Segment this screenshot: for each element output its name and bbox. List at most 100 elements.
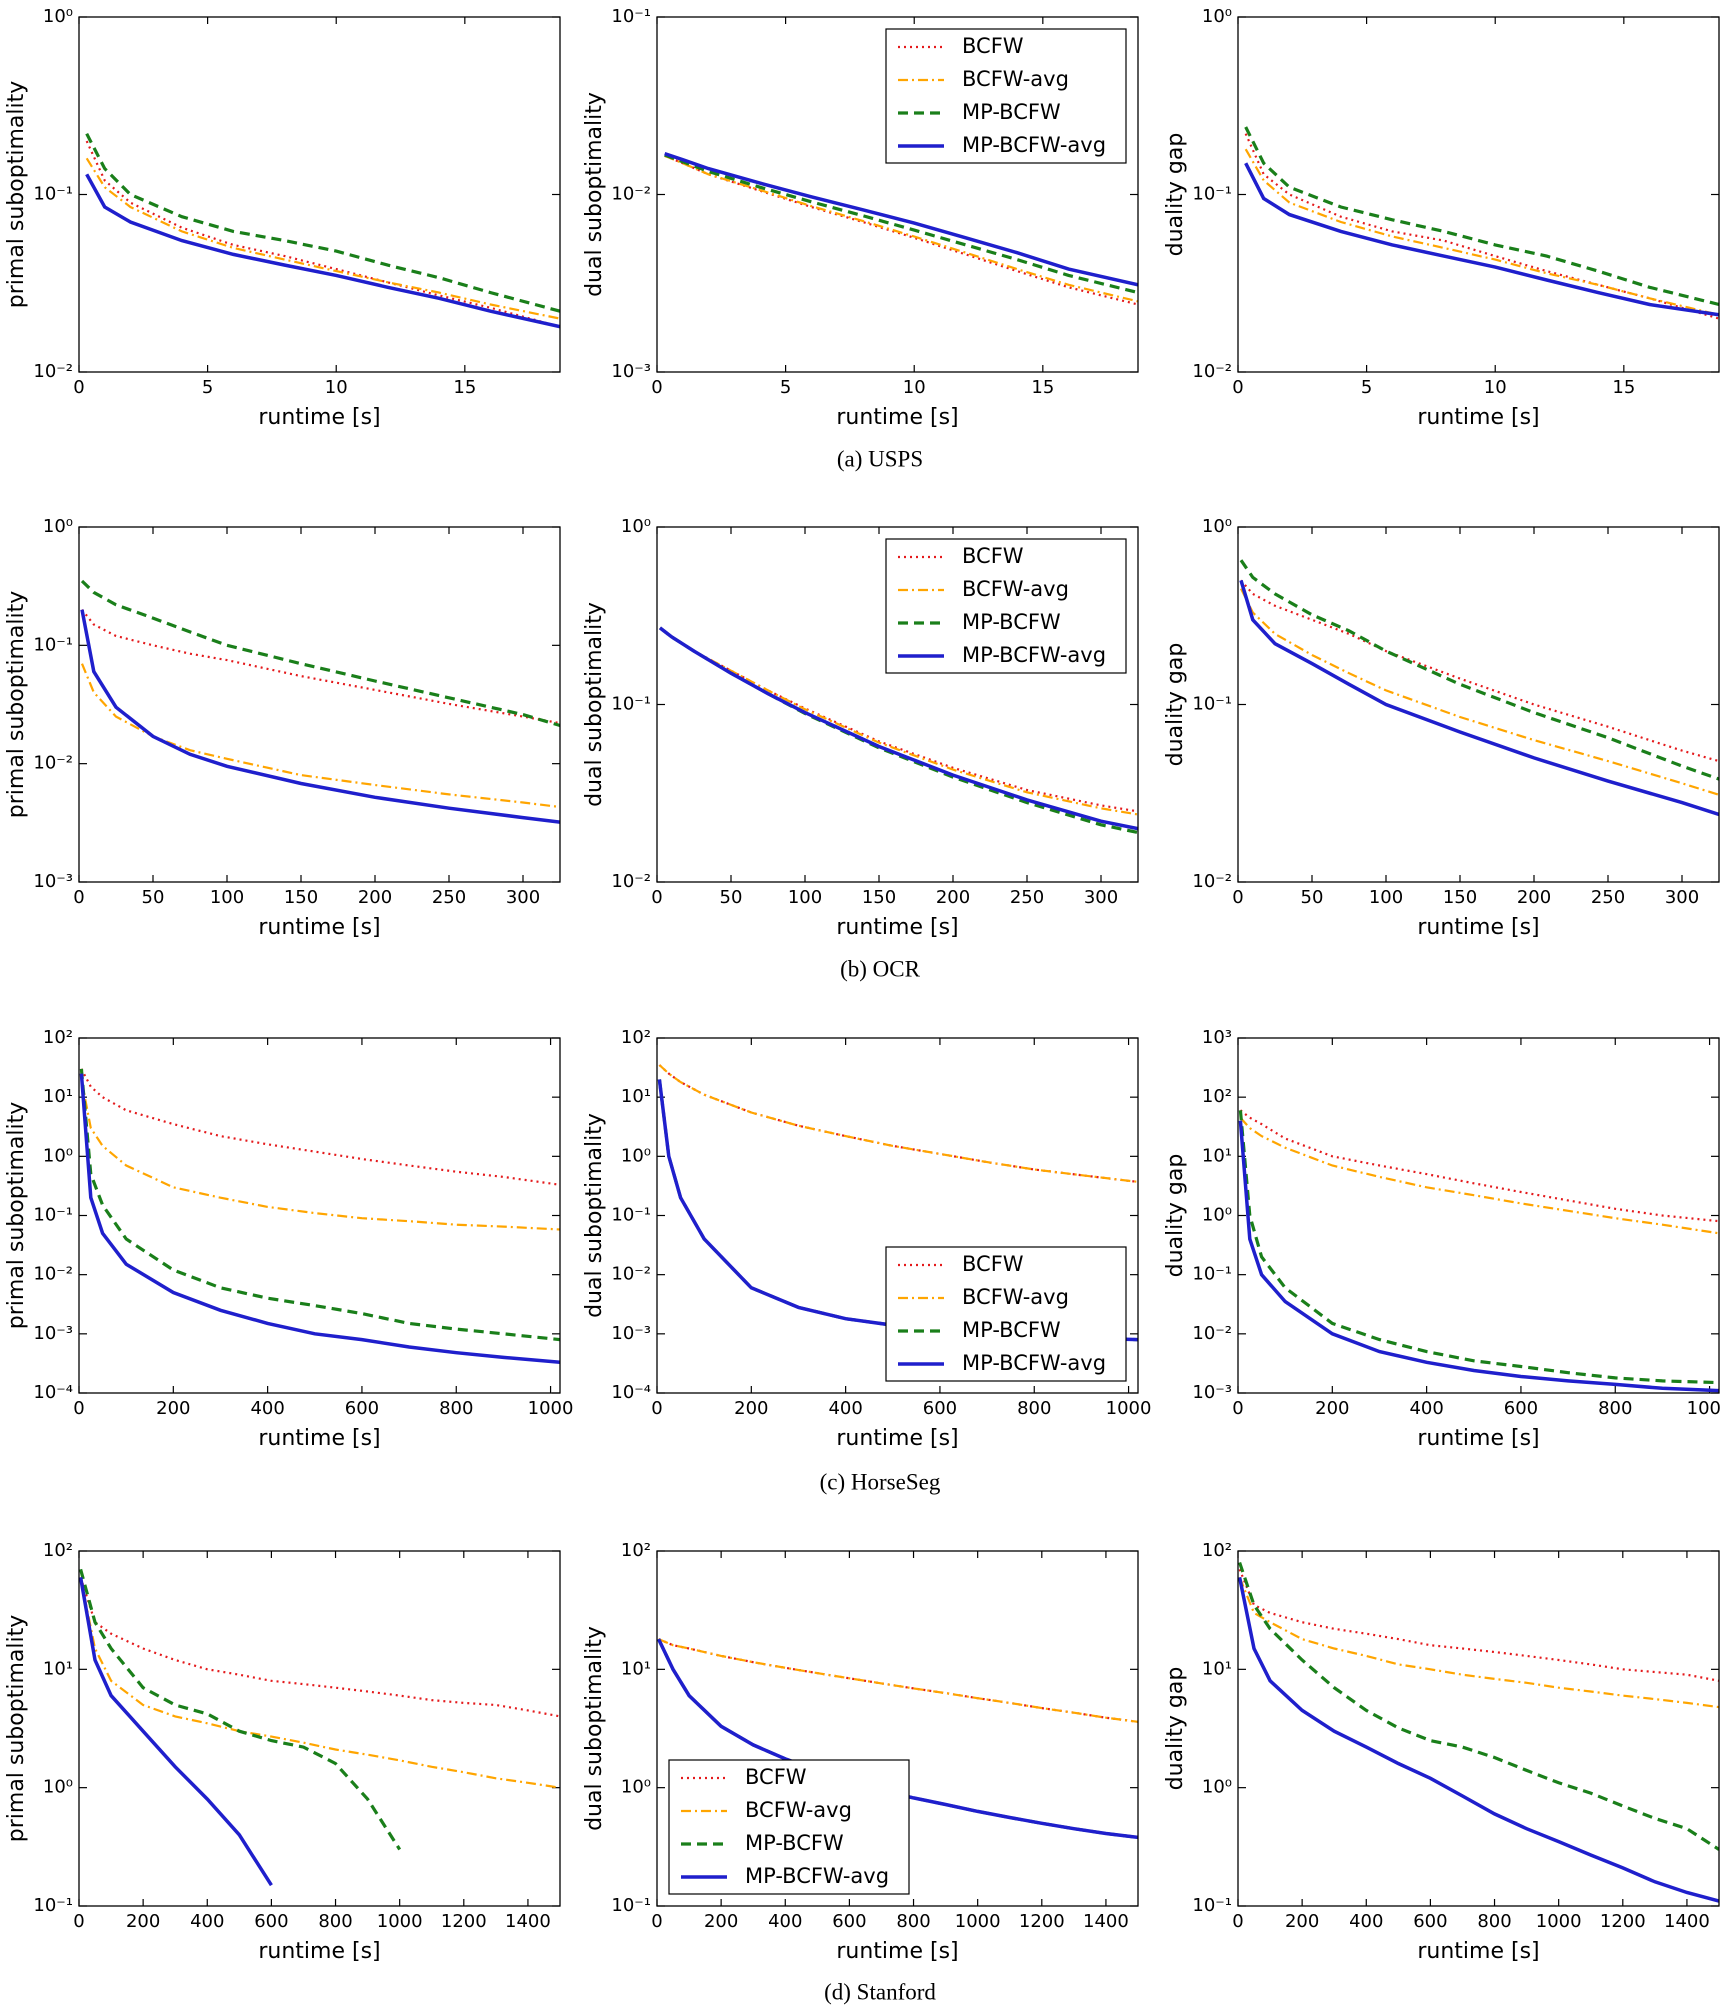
- legend-label: BCFW: [962, 1252, 1024, 1276]
- x-tick-label: 15: [453, 377, 476, 398]
- x-tick-label: 100: [788, 887, 822, 908]
- y-tick-label: 10⁻¹: [1192, 1895, 1232, 1916]
- x-axis-label: runtime [s]: [258, 1426, 380, 1451]
- y-tick-label: 10⁻²: [1192, 1323, 1232, 1344]
- x-tick-label: 200: [936, 887, 970, 908]
- y-tick-label: 10⁰: [621, 1777, 651, 1798]
- subplot: 0 50 100 150 200 250 300 10⁻² 10⁻¹ 10⁰ runtime [s]…: [582, 516, 1139, 940]
- series-line: [1244, 148, 1719, 316]
- y-axis-label: duality gap: [1163, 1667, 1188, 1791]
- subplot: 0 200 400 600 800 1000 10⁻³ 10⁻² 10⁻¹ 10⁰ 10¹ 10² 10…: [1163, 1027, 1721, 1451]
- x-tick-label: 50: [720, 887, 743, 908]
- plot-frame: [1237, 1550, 1720, 1907]
- y-tick-label: 10³: [1202, 1027, 1232, 1048]
- series-line: [1238, 1576, 1719, 1709]
- x-tick-label: 600: [832, 1911, 866, 1932]
- caption: (c) HorseSeg: [820, 1469, 941, 1494]
- y-tick-label: 10⁻²: [1192, 361, 1232, 382]
- series-line: [80, 1068, 560, 1186]
- y-tick-label: 10²: [43, 1027, 73, 1048]
- y-tick-label: 10⁰: [621, 1145, 651, 1166]
- x-tick-label: 200: [156, 1398, 190, 1419]
- x-tick-label: 150: [862, 887, 896, 908]
- y-axis-label: primal suboptimality: [4, 1615, 29, 1842]
- y-tick-label: 10⁻¹: [611, 1205, 651, 1226]
- x-tick-label: 0: [1232, 377, 1243, 398]
- y-axis-label: dual suboptimality: [582, 602, 607, 807]
- plot-frame: [78, 16, 561, 373]
- x-tick-label: 15: [1612, 377, 1635, 398]
- x-tick-label: 200: [126, 1911, 160, 1932]
- y-tick-label: 10¹: [43, 1086, 73, 1107]
- series-line: [85, 157, 560, 320]
- y-tick-label: 10⁻⁴: [611, 1382, 651, 1403]
- plot-frame: [78, 1037, 561, 1394]
- series-line: [80, 1079, 560, 1231]
- x-axis-label: runtime [s]: [836, 1426, 958, 1451]
- x-tick-label: 1000: [1106, 1398, 1152, 1419]
- legend-label: BCFW-avg: [962, 67, 1069, 91]
- series-line: [1238, 1110, 1719, 1385]
- x-tick-label: 10: [903, 377, 926, 398]
- y-tick-label: 10⁻²: [611, 871, 651, 892]
- x-tick-label: 10: [325, 377, 348, 398]
- x-tick-label: 400: [1409, 1398, 1443, 1419]
- x-tick-label: 400: [190, 1911, 224, 1932]
- y-axis-label: duality gap: [1163, 1154, 1188, 1278]
- legend-label: MP-BCFW-avg: [962, 643, 1106, 667]
- series-line: [658, 1638, 1138, 1723]
- subplot: 0 5 10 15 10⁻³ 10⁻² 10⁻¹ runtime [s] dual subopt…: [582, 6, 1139, 430]
- x-tick-label: 600: [345, 1398, 379, 1419]
- series-line: [664, 153, 1138, 295]
- x-tick-label: 800: [439, 1398, 473, 1419]
- y-axis-label: primal suboptimality: [4, 591, 29, 818]
- x-axis-label: runtime [s]: [836, 1939, 958, 1964]
- plot-frame: [78, 526, 561, 883]
- series-line: [658, 1064, 1138, 1183]
- subplot: 0 5 10 15 10⁻² 10⁻¹ 10⁰ runtime [s] duality gap: [1163, 6, 1720, 430]
- x-tick-label: 0: [651, 1911, 662, 1932]
- y-tick-label: 10¹: [1202, 1145, 1232, 1166]
- x-tick-label: 300: [1084, 887, 1118, 908]
- series-line: [1240, 588, 1719, 796]
- x-tick-label: 1000: [955, 1911, 1001, 1932]
- x-tick-label: 150: [1443, 887, 1477, 908]
- x-tick-label: 100: [1369, 887, 1403, 908]
- series-line: [79, 1576, 560, 1718]
- y-tick-label: 10⁰: [1202, 6, 1232, 27]
- y-tick-label: 10⁻¹: [1192, 184, 1232, 205]
- x-tick-label: 0: [73, 377, 84, 398]
- series-line: [79, 1073, 560, 1365]
- x-axis-label: runtime [s]: [258, 405, 380, 430]
- series-line: [664, 154, 1138, 306]
- subplot: 0 200 400 600 800 1000 1200 1400 10⁻¹ 10⁰ 10¹ 10² ru…: [582, 1540, 1139, 1964]
- legend-box: [668, 1759, 910, 1895]
- series-line: [1239, 559, 1719, 781]
- x-tick-label: 200: [1315, 1398, 1349, 1419]
- legend-label: MP-BCFW: [962, 1318, 1061, 1342]
- y-tick-label: 10⁰: [43, 1777, 73, 1798]
- series-line: [85, 140, 560, 328]
- x-tick-label: 400: [768, 1911, 802, 1932]
- x-tick-label: 50: [1301, 887, 1324, 908]
- y-tick-label: 10⁻³: [611, 1323, 651, 1344]
- legend-label: BCFW: [962, 544, 1024, 568]
- y-tick-label: 10⁻³: [611, 361, 651, 382]
- x-tick-label: 0: [1232, 887, 1243, 908]
- legend-label: MP-BCFW-avg: [745, 1864, 889, 1888]
- x-tick-label: 800: [1017, 1398, 1051, 1419]
- x-tick-label: 1400: [505, 1911, 551, 1932]
- x-tick-label: 1200: [1019, 1911, 1065, 1932]
- x-tick-label: 10: [1484, 377, 1507, 398]
- x-tick-label: 0: [73, 1398, 84, 1419]
- y-tick-label: 10⁻¹: [611, 6, 651, 27]
- x-tick-label: 200: [358, 887, 392, 908]
- y-tick-label: 10⁻¹: [1192, 694, 1232, 715]
- x-tick-label: 50: [142, 887, 165, 908]
- x-tick-label: 0: [651, 377, 662, 398]
- legend-label: BCFW-avg: [962, 577, 1069, 601]
- x-tick-label: 400: [250, 1398, 284, 1419]
- series-line: [1238, 1576, 1719, 1903]
- x-tick-label: 150: [284, 887, 318, 908]
